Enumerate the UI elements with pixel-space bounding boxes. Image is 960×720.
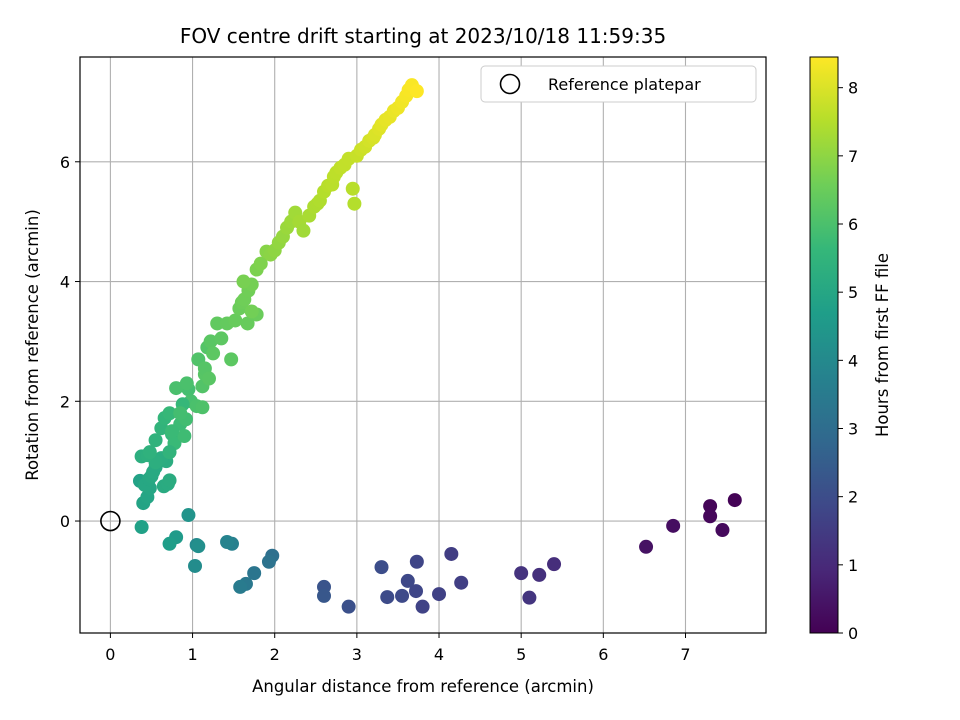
data-point bbox=[347, 196, 362, 211]
data-point bbox=[400, 573, 415, 588]
data-point bbox=[191, 539, 206, 554]
data-point bbox=[165, 424, 180, 439]
x-tick-label: 4 bbox=[434, 645, 444, 664]
data-point bbox=[162, 473, 177, 488]
data-point bbox=[514, 566, 529, 581]
x-tick-label: 3 bbox=[352, 645, 362, 664]
x-tick-label: 7 bbox=[680, 645, 690, 664]
data-point bbox=[261, 554, 276, 569]
reference-platepar-marker bbox=[100, 510, 121, 532]
y-tick-label: 2 bbox=[60, 392, 70, 411]
x-tick-label: 1 bbox=[187, 645, 197, 664]
data-point bbox=[228, 313, 243, 328]
colorbar-tick-label: 7 bbox=[848, 147, 858, 166]
colorbar: 0 1 2 3 4 5 6 7 8 Hours from first FF file bbox=[809, 56, 892, 643]
y-tick-label: 0 bbox=[60, 512, 70, 531]
data-point bbox=[444, 546, 459, 561]
data-point bbox=[224, 352, 239, 367]
x-tick-label: 0 bbox=[105, 645, 115, 664]
data-point bbox=[727, 493, 742, 508]
data-point bbox=[169, 381, 184, 396]
colorbar-label: Hours from first FF file bbox=[873, 253, 892, 437]
data-point bbox=[148, 433, 163, 448]
data-point bbox=[188, 558, 203, 573]
data-point bbox=[409, 84, 424, 99]
data-point bbox=[210, 316, 225, 331]
colorbar-tick-label: 0 bbox=[848, 624, 858, 643]
chart-title: FOV centre drift starting at 2023/10/18 … bbox=[180, 24, 666, 48]
data-point bbox=[179, 376, 194, 391]
data-point bbox=[206, 346, 221, 361]
colorbar-tick-label: 5 bbox=[848, 283, 858, 302]
data-points bbox=[132, 78, 742, 614]
colorbar-ticks: 0 1 2 3 4 5 6 7 8 bbox=[838, 79, 858, 643]
data-point bbox=[415, 599, 430, 614]
legend-box bbox=[480, 65, 757, 103]
y-axis-ticks: 0 2 4 6 bbox=[60, 153, 80, 531]
data-point bbox=[203, 334, 218, 349]
data-point bbox=[395, 588, 410, 603]
data-point bbox=[244, 304, 259, 319]
data-point bbox=[547, 557, 562, 572]
data-point bbox=[201, 371, 216, 386]
data-point bbox=[195, 400, 210, 415]
data-point bbox=[162, 406, 177, 421]
grid-lines bbox=[80, 57, 766, 633]
data-point bbox=[173, 406, 188, 421]
data-point bbox=[341, 599, 356, 614]
data-point bbox=[181, 508, 196, 523]
data-point bbox=[532, 567, 547, 582]
y-axis-label: Rotation from reference (arcmin) bbox=[23, 209, 42, 481]
colorbar-gradient bbox=[809, 56, 839, 634]
data-point bbox=[253, 256, 268, 271]
colorbar-tick-label: 2 bbox=[848, 488, 858, 507]
plot-area bbox=[80, 57, 766, 633]
x-axis-ticks: 0 1 2 3 4 5 6 7 bbox=[105, 633, 691, 664]
x-tick-label: 6 bbox=[598, 645, 608, 664]
legend: Reference platepar bbox=[480, 65, 757, 103]
data-point bbox=[703, 509, 718, 524]
data-point bbox=[522, 590, 537, 605]
data-point bbox=[214, 331, 229, 346]
data-point bbox=[240, 316, 255, 331]
colorbar-tick-label: 8 bbox=[848, 79, 858, 98]
data-point bbox=[703, 499, 718, 514]
legend-label: Reference platepar bbox=[548, 75, 701, 94]
data-point bbox=[374, 560, 389, 575]
data-point bbox=[233, 579, 248, 594]
data-point bbox=[142, 445, 157, 460]
colorbar-tick-label: 4 bbox=[848, 351, 858, 370]
legend-marker-icon bbox=[499, 73, 521, 95]
y-tick-label: 4 bbox=[60, 273, 70, 292]
data-point bbox=[409, 584, 424, 599]
data-point bbox=[432, 587, 447, 602]
data-point bbox=[296, 223, 311, 238]
colorbar-tick-label: 6 bbox=[848, 215, 858, 234]
data-point bbox=[380, 590, 395, 605]
data-point bbox=[220, 534, 235, 549]
plot-frame bbox=[79, 56, 767, 634]
data-point bbox=[666, 518, 681, 533]
data-point bbox=[236, 274, 251, 289]
colorbar-tick-label: 1 bbox=[848, 556, 858, 575]
x-axis-label: Angular distance from reference (arcmin) bbox=[252, 677, 594, 696]
data-point bbox=[162, 536, 177, 551]
data-point bbox=[134, 520, 149, 535]
x-tick-label: 5 bbox=[516, 645, 526, 664]
data-point bbox=[639, 539, 654, 554]
data-point bbox=[177, 429, 192, 444]
data-point bbox=[409, 554, 424, 569]
data-point bbox=[162, 445, 177, 460]
colorbar-tick-label: 3 bbox=[848, 420, 858, 439]
x-tick-label: 2 bbox=[270, 645, 280, 664]
y-tick-label: 6 bbox=[60, 153, 70, 172]
data-point bbox=[317, 588, 332, 603]
data-point bbox=[454, 575, 469, 590]
data-point bbox=[247, 566, 262, 581]
data-point bbox=[345, 181, 360, 196]
data-point bbox=[715, 523, 730, 538]
